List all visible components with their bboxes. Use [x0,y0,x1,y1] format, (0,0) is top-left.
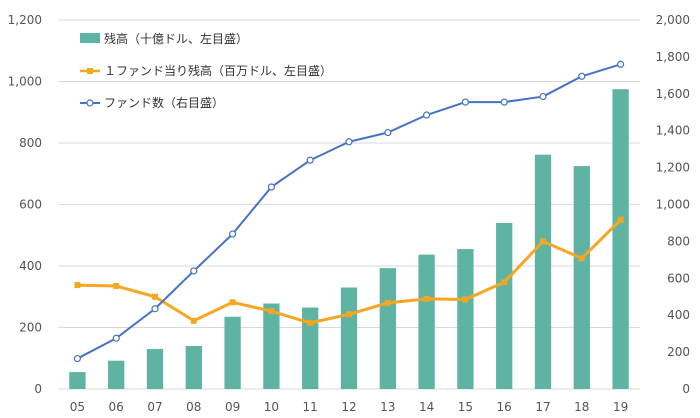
x-tick-label: 14 [419,400,434,414]
point-fund-count [345,138,353,146]
bar [496,222,513,389]
point-avg-per-fund [229,299,236,306]
bar [534,154,552,389]
x-tick-label: 18 [574,400,589,414]
point-avg-per-fund [423,295,430,302]
bar [302,307,319,389]
bar [379,268,396,389]
left-axis-ticks: 0 200 400 600 800 1,000 1,200 [8,13,42,396]
x-axis-ticks: 05 06 07 08 09 10 11 12 13 14 15 16 17 18 19 [70,400,628,414]
point-avg-per-fund [74,282,81,289]
x-tick-label: 19 [613,400,628,414]
point-avg-per-fund [307,319,314,326]
point-fund-count [306,156,314,164]
legend-item-balance: 残高（十億ドル、左目盛） [80,31,248,46]
bar [224,316,241,389]
x-tick-label: 15 [458,400,473,414]
point-avg-per-fund [268,308,275,315]
point-fund-count [461,98,469,106]
bar [340,287,358,389]
left-tick-label: 600 [19,198,42,212]
bar [185,345,202,389]
legend: 残高（十億ドル、左目盛） １ファンド当り残高（百万ドル、左目盛） ファンド数（右… [80,31,332,110]
x-tick-label: 07 [147,400,162,414]
x-tick-label: 13 [380,400,395,414]
point-avg-per-fund [190,317,197,324]
bar [108,360,125,389]
legend-label-count: ファンド数（右目盛） [104,95,224,110]
right-axis-ticks: 0 200 400 600 800 1,000 1,200 1,400 1,600 1,800 2,… [656,13,690,396]
legend-item-count: ファンド数（右目盛） [80,95,224,110]
point-fund-count [616,60,625,68]
left-tick-label: 1,200 [8,13,42,27]
point-fund-count [151,305,159,313]
point-avg-per-fund [113,282,120,289]
right-tick-label: 400 [667,308,690,322]
legend-item-avg: １ファンド当り残高（百万ドル、左目盛） [80,63,332,78]
right-tick-label: 200 [667,345,690,359]
bar [612,89,629,389]
point-avg-per-fund [578,255,585,262]
point-avg-per-fund [462,296,469,303]
left-tick-label: 800 [19,136,42,150]
right-tick-label: 1,400 [656,124,690,138]
left-tick-label: 200 [19,321,42,335]
x-tick-label: 11 [303,400,318,414]
point-fund-count [578,72,586,80]
legend-marker-count [86,99,94,107]
bar [457,249,474,389]
point-fund-count [500,98,508,106]
right-tick-label: 800 [667,234,690,248]
x-tick-label: 10 [264,400,279,414]
right-tick-label: 1,000 [656,198,690,212]
right-tick-label: 1,800 [656,50,690,64]
point-fund-count [112,334,120,342]
right-tick-label: 0 [682,382,690,396]
bar [418,254,435,389]
left-tick-label: 1,000 [8,75,42,89]
point-avg-per-fund [540,238,546,245]
point-avg-per-fund [617,216,624,223]
x-tick-label: 08 [186,400,201,414]
point-avg-per-fund [384,299,391,306]
point-avg-per-fund [346,311,352,318]
x-tick-label: 06 [109,400,124,414]
point-fund-count [229,230,237,238]
point-fund-count [190,267,198,275]
x-tick-label: 12 [341,400,356,414]
bar [69,372,86,389]
point-fund-count [384,128,392,137]
x-tick-label: 05 [70,400,85,414]
right-tick-label: 2,000 [656,13,690,27]
right-tick-label: 1,600 [656,87,690,101]
x-tick-label: 09 [225,400,240,414]
legend-swatch-balance [80,33,100,43]
bar [263,303,280,389]
x-tick-label: 17 [535,400,550,414]
point-fund-count [539,92,547,101]
bar [573,166,590,389]
line-series [73,60,625,363]
x-tick-label: 16 [497,400,512,414]
bar [146,349,164,389]
point-fund-count [267,183,275,191]
left-tick-label: 400 [19,259,42,273]
left-tick-label: 0 [34,382,42,396]
point-fund-count [73,354,82,363]
legend-label-avg: １ファンド当り残高（百万ドル、左目盛） [104,63,332,78]
bar-series [69,89,629,389]
legend-marker-avg [87,68,93,74]
right-tick-label: 1,200 [656,161,690,175]
right-tick-label: 600 [667,271,690,285]
legend-label-balance: 残高（十億ドル、左目盛） [104,31,248,46]
point-avg-per-fund [501,279,508,286]
point-avg-per-fund [152,293,158,300]
point-fund-count [423,111,431,119]
